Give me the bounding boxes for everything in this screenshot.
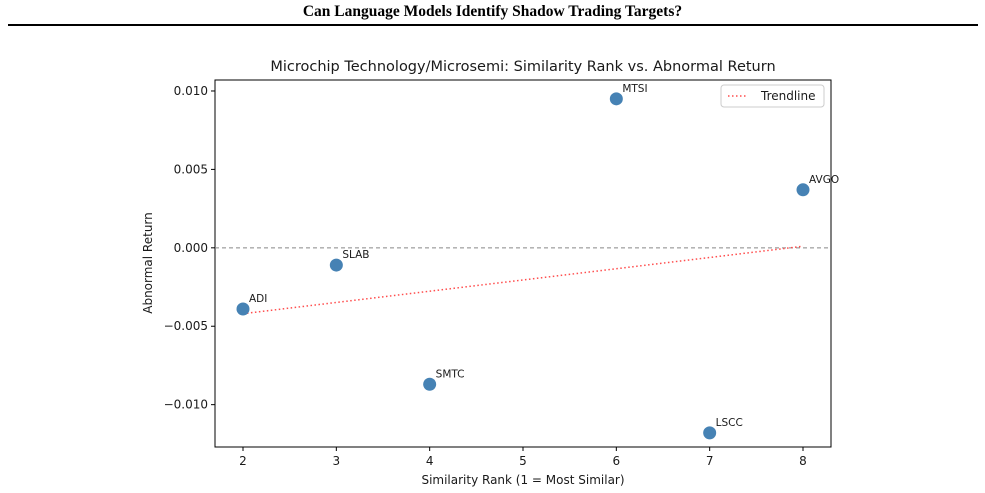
legend-box	[720, 84, 825, 108]
plot-area	[214, 79, 832, 448]
x-tick-label: 6	[613, 454, 621, 468]
page-header-title: Can Language Models Identify Shadow Trad…	[302, 3, 683, 20]
x-tick-label: 8	[799, 454, 807, 468]
data-point-avgo	[796, 183, 810, 197]
x-tick-label: 2	[239, 454, 247, 468]
x-tick-label: 5	[519, 454, 527, 468]
point-label-mtsi: MTSI	[622, 83, 647, 95]
y-tick-label: −0.010	[164, 398, 208, 412]
y-axis-label: Abnormal Return	[141, 212, 155, 314]
x-tick-label: 4	[426, 454, 434, 468]
trendline	[242, 245, 804, 315]
legend-trendline-label: Trendline	[760, 89, 816, 103]
data-point-smtc	[423, 377, 437, 391]
legend: Trendline	[720, 84, 825, 108]
point-label-smtc: SMTC	[436, 368, 465, 380]
header-divider	[8, 24, 978, 26]
point-label-slab: SLAB	[342, 249, 369, 261]
y-tick-label: 0.010	[174, 84, 208, 98]
y-tick-label: −0.005	[164, 319, 208, 333]
data-point-adi	[236, 302, 250, 316]
x-tick-label: 7	[706, 454, 714, 468]
y-tick-label: 0.005	[174, 162, 208, 176]
data-point-slab	[329, 258, 343, 272]
point-label-adi: ADI	[249, 293, 267, 305]
data-point-mtsi	[609, 92, 623, 106]
chart-title: Microchip Technology/Microsemi: Similari…	[270, 59, 775, 75]
point-label-avgo: AVGO	[809, 174, 839, 186]
point-label-lscc: LSCC	[716, 417, 743, 429]
data-point-lscc	[703, 426, 717, 440]
x-axis-label: Similarity Rank (1 = Most Similar)	[421, 473, 624, 487]
y-tick-label: 0.000	[174, 241, 208, 255]
x-tick-label: 3	[333, 454, 341, 468]
